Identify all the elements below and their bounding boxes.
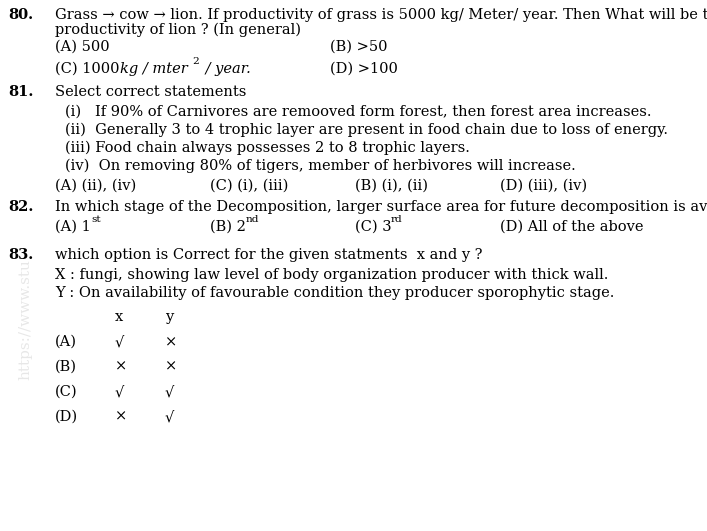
Text: (C) 3: (C) 3 (355, 220, 392, 234)
Text: (D) All of the above: (D) All of the above (500, 220, 643, 234)
Text: y: y (165, 310, 173, 324)
Text: kg / mter: kg / mter (120, 62, 188, 76)
Text: nd: nd (246, 215, 259, 224)
Text: (B) 2: (B) 2 (210, 220, 246, 234)
Text: productivity of lion ? (In general): productivity of lion ? (In general) (55, 23, 301, 37)
Text: 82.: 82. (8, 200, 33, 214)
Text: (D): (D) (55, 410, 78, 424)
Text: (i)   If 90% of Carnivores are remooved form forest, then forest area increases.: (i) If 90% of Carnivores are remooved fo… (65, 105, 651, 119)
Text: Grass → cow → lion. If productivity of grass is 5000 kg/ Meter/ year. Then What : Grass → cow → lion. If productivity of g… (55, 8, 707, 22)
Text: rd: rd (391, 215, 403, 224)
Text: √: √ (165, 410, 175, 424)
Text: (A): (A) (55, 335, 77, 349)
Text: √: √ (115, 385, 124, 399)
Text: https://www.stu: https://www.stu (18, 260, 32, 380)
Text: ×: × (115, 360, 127, 374)
Text: 80.: 80. (8, 8, 33, 22)
Text: (iv)  On removing 80% of tigers, member of herbivores will increase.: (iv) On removing 80% of tigers, member o… (65, 159, 575, 174)
Text: (A) 500: (A) 500 (55, 40, 110, 54)
Text: (C) 1000: (C) 1000 (55, 62, 124, 76)
Text: st: st (91, 215, 100, 224)
Text: / year.: / year. (201, 62, 251, 76)
Text: √: √ (165, 385, 175, 399)
Text: (B): (B) (55, 360, 77, 374)
Text: (D) >100: (D) >100 (330, 62, 398, 76)
Text: (B) >50: (B) >50 (330, 40, 387, 54)
Text: (C): (C) (55, 385, 78, 399)
Text: (ii)  Generally 3 to 4 trophic layer are present in food chain due to loss of en: (ii) Generally 3 to 4 trophic layer are … (65, 123, 668, 138)
Text: ×: × (115, 410, 127, 424)
Text: ×: × (165, 335, 177, 349)
Text: (D) (iii), (iv): (D) (iii), (iv) (500, 179, 587, 193)
Text: √: √ (115, 335, 124, 349)
Text: (B) (i), (ii): (B) (i), (ii) (355, 179, 428, 193)
Text: (C) (i), (iii): (C) (i), (iii) (210, 179, 288, 193)
Text: (iii) Food chain always possesses 2 to 8 trophic layers.: (iii) Food chain always possesses 2 to 8… (65, 141, 470, 156)
Text: x: x (115, 310, 123, 324)
Text: (A) 1: (A) 1 (55, 220, 90, 234)
Text: which option is Correct for the given statments  x and y ?: which option is Correct for the given st… (55, 248, 482, 262)
Text: Y : On availability of favourable condition they producer sporophytic stage.: Y : On availability of favourable condit… (55, 286, 614, 300)
Text: In which stage of the Decomposition, larger surface area for future decompositio: In which stage of the Decomposition, lar… (55, 200, 707, 214)
Text: 2: 2 (192, 57, 199, 66)
Text: 83.: 83. (8, 248, 33, 262)
Text: (A) (ii), (iv): (A) (ii), (iv) (55, 179, 136, 193)
Text: ×: × (165, 360, 177, 374)
Text: Select correct statements: Select correct statements (55, 85, 246, 99)
Text: X : fungi, showing law level of body organization producer with thick wall.: X : fungi, showing law level of body org… (55, 268, 609, 282)
Text: 81.: 81. (8, 85, 33, 99)
